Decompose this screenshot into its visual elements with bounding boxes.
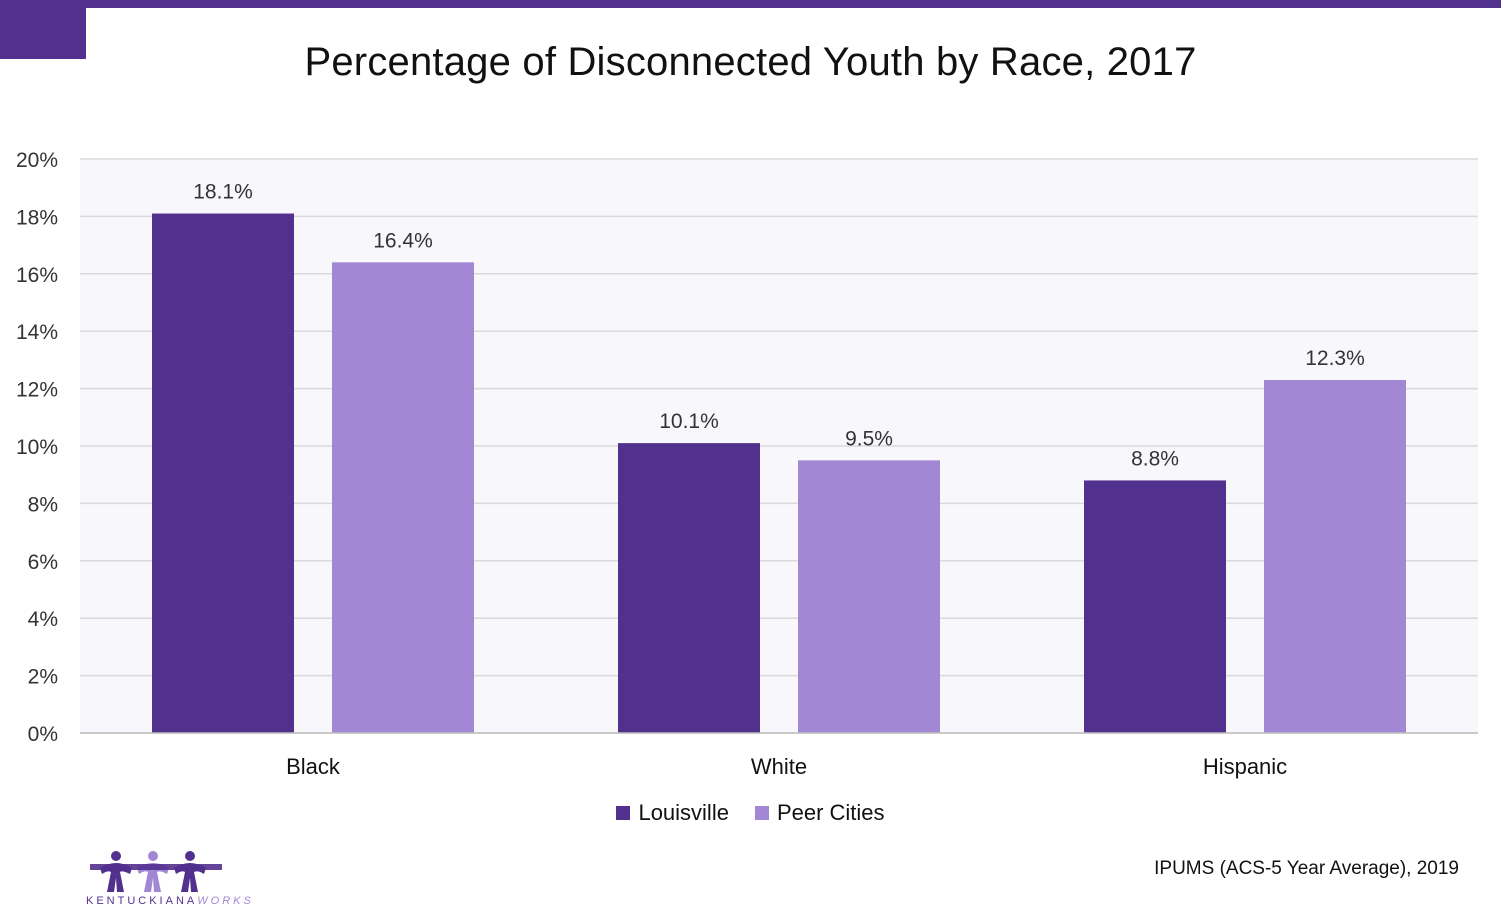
data-label: 9.5% bbox=[845, 427, 893, 450]
bar-louisville-white bbox=[618, 443, 760, 733]
bar-peer-cities-hispanic bbox=[1264, 379, 1406, 733]
y-tick-label: 2% bbox=[28, 666, 58, 689]
data-label: 16.4% bbox=[373, 229, 433, 252]
x-tick-label: White bbox=[751, 754, 807, 779]
y-tick-label: 8% bbox=[28, 493, 58, 516]
bar-louisville-hispanic bbox=[1084, 480, 1226, 733]
data-label: 18.1% bbox=[193, 181, 253, 204]
y-tick-label: 4% bbox=[28, 608, 58, 631]
legend: Louisville Peer Cities bbox=[0, 800, 1501, 826]
bar-peer-cities-black bbox=[332, 262, 474, 733]
y-tick-label: 16% bbox=[16, 264, 58, 287]
source-note: IPUMS (ACS-5 Year Average), 2019 bbox=[1154, 858, 1459, 879]
logo-wordmark-part1: KENTUCKIANA bbox=[86, 895, 198, 907]
top-accent-bar bbox=[0, 0, 1501, 8]
legend-swatch-peer-cities bbox=[754, 806, 769, 820]
bar-louisville-black bbox=[152, 213, 294, 733]
y-tick-label: 18% bbox=[16, 206, 58, 229]
bar-peer-cities-white bbox=[798, 460, 940, 733]
data-label: 8.8% bbox=[1131, 447, 1179, 470]
data-label: 10.1% bbox=[659, 410, 719, 433]
chart-title: Percentage of Disconnected Youth by Race… bbox=[304, 40, 1197, 84]
legend-item-peer-cities: Peer Cities bbox=[754, 800, 885, 826]
y-tick-label: 12% bbox=[16, 379, 58, 402]
y-tick-label: 6% bbox=[28, 551, 58, 574]
y-tick-label: 20% bbox=[16, 149, 58, 172]
logo-figures-icon bbox=[90, 851, 222, 892]
y-tick-label: 14% bbox=[16, 321, 58, 344]
legend-item-louisville: Louisville bbox=[616, 800, 729, 826]
y-tick-label: 10% bbox=[16, 436, 58, 459]
kentuckianaworks-logo: KENTUCKIANAWORKS bbox=[86, 848, 251, 910]
x-tick-label: Black bbox=[286, 754, 341, 779]
legend-label-peer-cities: Peer Cities bbox=[776, 800, 885, 825]
data-label: 12.3% bbox=[1305, 347, 1365, 370]
logo-wordmark-part2: WORKS bbox=[197, 895, 254, 907]
y-tick-label: 0% bbox=[28, 723, 58, 746]
logo-wordmark: KENTUCKIANAWORKS bbox=[86, 895, 251, 907]
corner-accent-block bbox=[0, 0, 86, 59]
legend-swatch-louisville bbox=[616, 806, 631, 820]
legend-label-louisville: Louisville bbox=[638, 800, 729, 825]
x-tick-label: Hispanic bbox=[1203, 754, 1287, 779]
